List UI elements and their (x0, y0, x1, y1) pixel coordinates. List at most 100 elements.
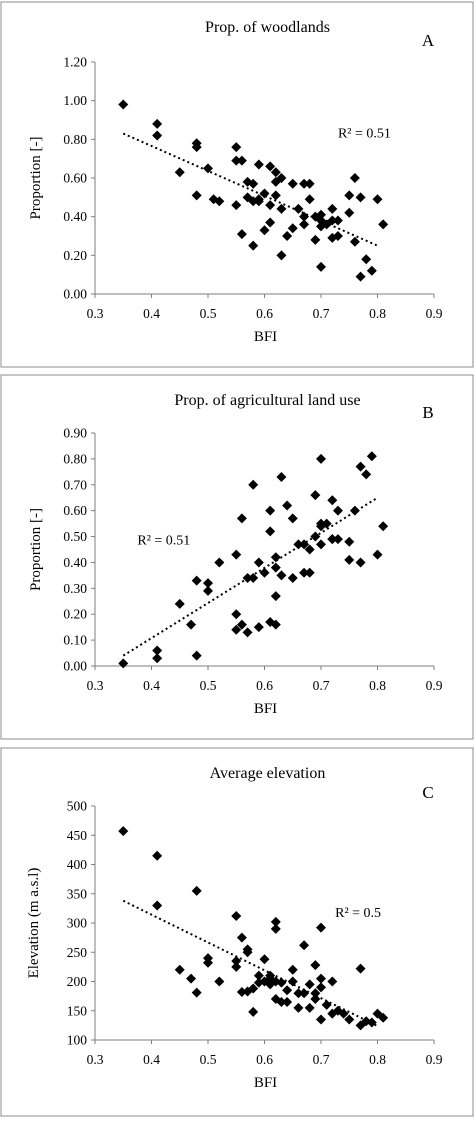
data-point (355, 192, 366, 203)
data-point (265, 526, 276, 537)
x-axis-label: BFI (254, 329, 277, 345)
data-point (231, 155, 242, 166)
data-point (248, 479, 259, 490)
y-axis-label: Proportion [-] (28, 137, 44, 220)
trendline (122, 132, 378, 247)
x-tick-label: 0.7 (313, 306, 330, 321)
x-tick-label: 0.5 (200, 1052, 217, 1067)
data-point (293, 988, 304, 999)
data-point (276, 996, 287, 1007)
data-point (366, 451, 377, 462)
data-point (310, 960, 321, 971)
data-point (248, 196, 259, 207)
data-point (152, 118, 163, 129)
data-point (316, 982, 326, 993)
data-point (118, 658, 129, 669)
data-point (349, 173, 360, 183)
data-point (304, 567, 315, 578)
data-point (282, 231, 293, 241)
y-tick-label: 0.00 (63, 287, 87, 302)
data-point (316, 1014, 326, 1025)
data-point (259, 225, 270, 236)
y-tick-label: 200 (67, 974, 88, 989)
data-point (152, 645, 163, 656)
data-point (265, 200, 276, 211)
data-point (299, 219, 310, 230)
x-tick-label: 0.6 (256, 306, 273, 321)
data-point (265, 505, 276, 516)
data-point (282, 500, 293, 511)
y-tick-label: 400 (67, 857, 88, 872)
data-point (310, 490, 321, 501)
data-point (253, 557, 264, 568)
data-point (276, 570, 287, 581)
data-point (304, 544, 315, 555)
data-point (236, 987, 247, 998)
chart-panel-b: 0.000.100.200.300.400.500.600.700.800.90… (0, 374, 474, 740)
data-point (327, 534, 338, 545)
data-point (276, 173, 287, 183)
data-point (203, 578, 213, 589)
y-tick-label: 1.00 (63, 93, 87, 108)
data-point (152, 850, 163, 861)
data-point (191, 987, 202, 998)
x-tick-label: 0.4 (143, 306, 160, 321)
data-point (259, 954, 270, 965)
data-point (236, 619, 247, 630)
panel-letter: B (422, 403, 433, 422)
data-point (214, 976, 225, 987)
chart-panel-a: 0.00 0.20 0.40 0.60 0.80 1.00 1.20 0.3 0.4 0.5 0.6… (0, 1, 474, 368)
data-point (276, 472, 287, 483)
x-tick-label: 0.4 (143, 678, 160, 693)
data-point (355, 461, 366, 472)
trendline (122, 899, 378, 1027)
data-point (316, 973, 326, 984)
panel-letter: A (422, 31, 435, 50)
data-point (270, 562, 281, 573)
panel-letter: C (422, 783, 433, 802)
data-point (338, 1008, 349, 1019)
data-point (118, 826, 129, 837)
data-point (332, 534, 343, 545)
y-tick-label: 300 (67, 916, 88, 931)
data-point (378, 1012, 389, 1023)
data-point (214, 557, 225, 568)
y-tick-label: 0.40 (63, 555, 87, 570)
data-point (248, 1006, 259, 1017)
data-point (253, 159, 264, 170)
data-point (293, 539, 304, 550)
data-point (310, 988, 321, 999)
x-tick-label: 0.5 (200, 306, 217, 321)
data-point (270, 552, 281, 563)
data-point (344, 207, 355, 218)
chart-title: Prop. of woodlands (205, 19, 330, 36)
y-tick-label: 100 (67, 1033, 88, 1048)
data-point (248, 572, 259, 583)
data-point (293, 1002, 304, 1013)
data-point (231, 961, 242, 972)
data-point (248, 983, 259, 994)
data-point (203, 585, 213, 596)
data-point (355, 271, 366, 282)
data-point (321, 518, 332, 529)
y-tick-label: 0.60 (63, 503, 87, 518)
x-tick-label: 0.8 (369, 306, 386, 321)
data-point (332, 231, 343, 241)
data-point (265, 161, 276, 172)
data-point (186, 973, 197, 984)
data-point (186, 619, 197, 630)
data-point (253, 622, 264, 633)
data-point (366, 1017, 377, 1028)
r-squared-annotation: R² = 0.5 (335, 906, 381, 921)
y-tick-label: 0.50 (63, 529, 87, 544)
x-tick-label: 0.6 (256, 1052, 273, 1067)
data-point (236, 155, 247, 166)
data-point (152, 130, 163, 141)
data-point (231, 624, 242, 635)
data-point (361, 254, 372, 265)
y-axis-label: Proportion [-] (28, 508, 44, 591)
data-point (327, 203, 338, 214)
y-tick-label: 0.00 (63, 659, 87, 674)
data-point (321, 999, 332, 1010)
